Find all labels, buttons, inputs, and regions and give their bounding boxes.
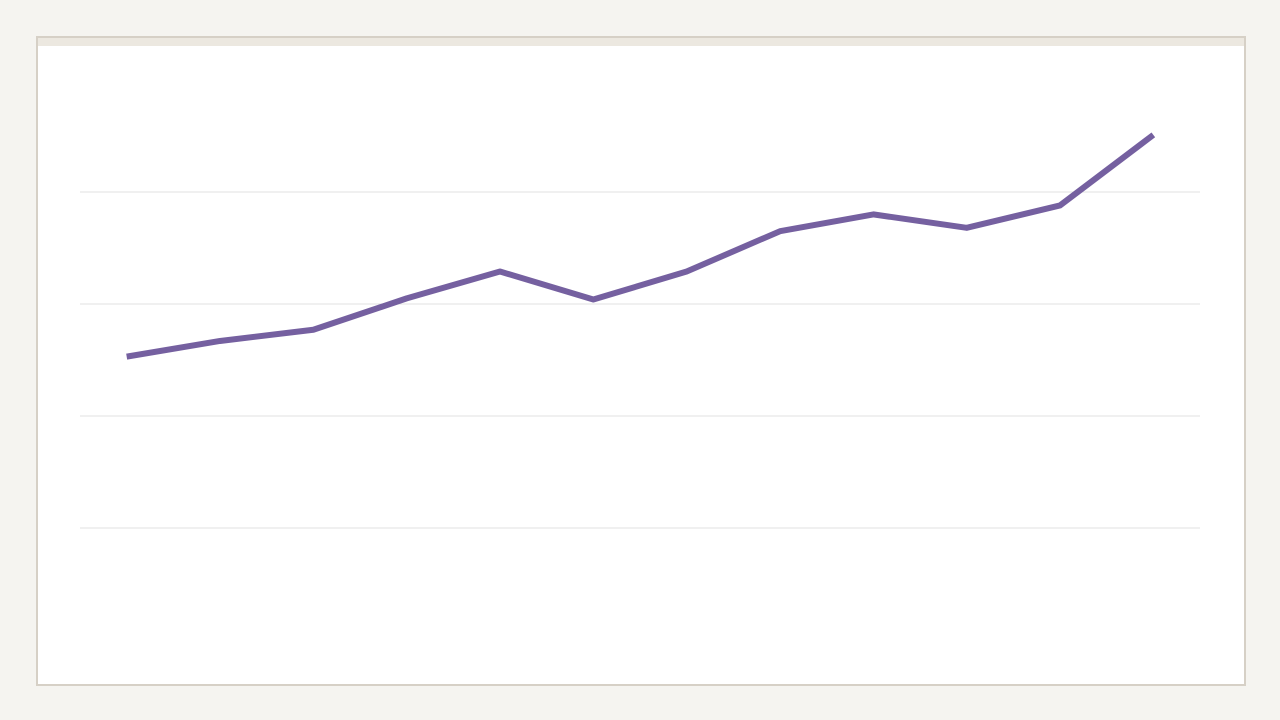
data-line bbox=[126, 132, 1156, 360]
card-header-strip bbox=[38, 38, 1244, 46]
chart-card bbox=[36, 36, 1246, 686]
